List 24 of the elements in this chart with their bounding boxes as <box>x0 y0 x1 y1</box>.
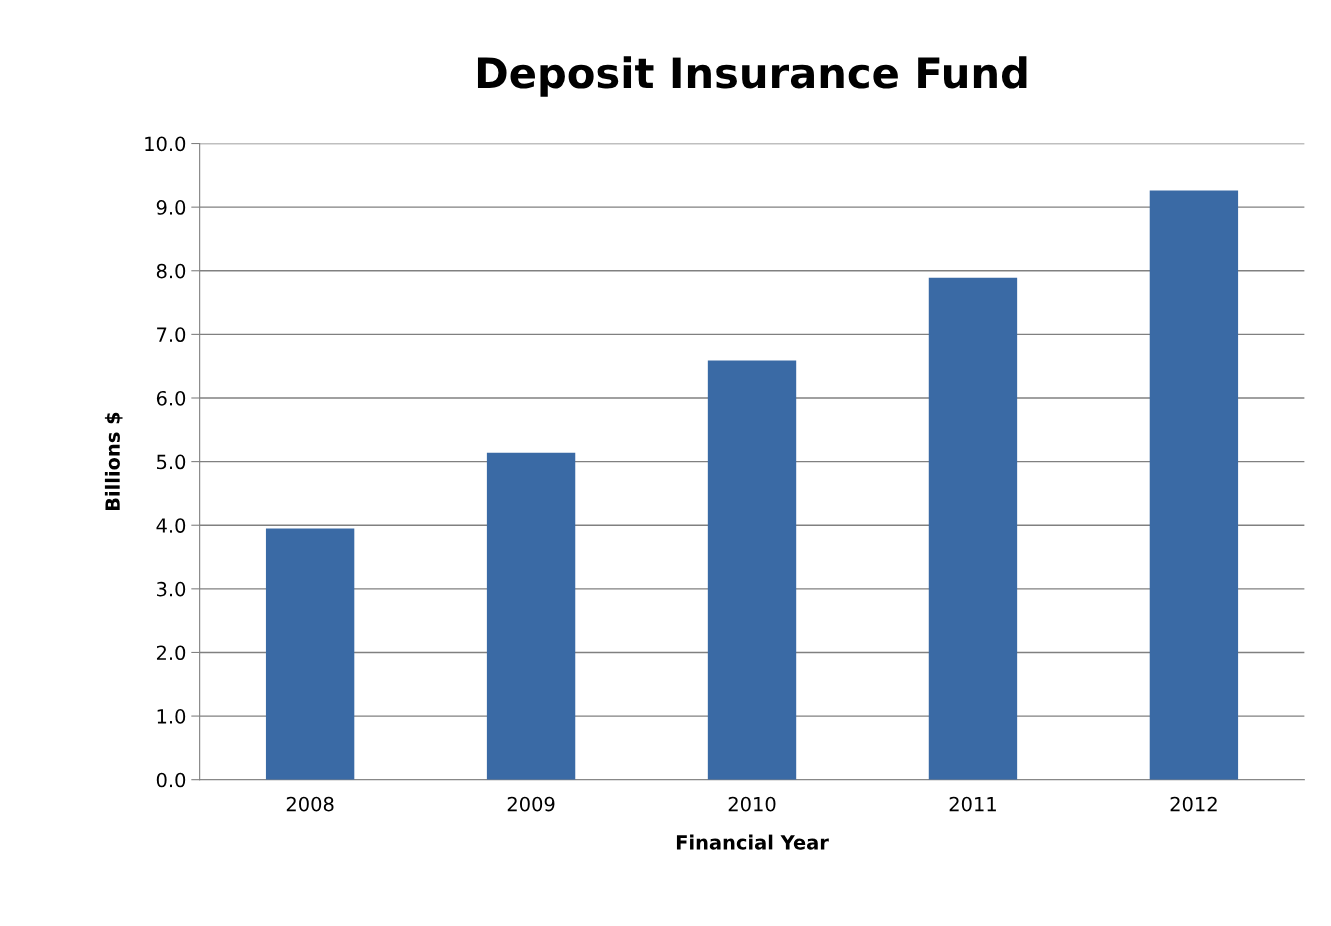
chart-title: Deposit Insurance Fund <box>477 56 1027 97</box>
y-tick-label: 10.0 <box>145 136 186 152</box>
bar <box>265 528 355 780</box>
y-tick-label: 6.0 <box>156 390 186 406</box>
x-tick-label: 2012 <box>1170 796 1217 812</box>
x-tick-label: 2009 <box>507 796 555 812</box>
x-axis-title: Financial Year <box>676 834 829 850</box>
y-tick-label: 8.0 <box>156 263 186 279</box>
y-axis-title: Billions $ <box>104 412 123 511</box>
y-tick-label: 0.0 <box>156 772 186 788</box>
y-tick-label: 3.0 <box>157 581 186 597</box>
y-tick-label: 5.0 <box>157 454 186 470</box>
x-tick-label: 2010 <box>728 796 776 812</box>
x-tick-label: 2008 <box>286 796 334 812</box>
y-tick-label: 1.0 <box>157 709 186 724</box>
x-tick-label: 2011 <box>949 796 996 812</box>
y-tick-label: 9.0 <box>156 200 186 215</box>
bar <box>707 360 797 780</box>
bar <box>1149 190 1239 780</box>
bar <box>486 452 576 780</box>
bar <box>928 277 1018 780</box>
y-tick-label: 4.0 <box>156 518 186 533</box>
y-tick-label: 2.0 <box>156 645 186 661</box>
y-tick-label: 7.0 <box>157 327 186 343</box>
